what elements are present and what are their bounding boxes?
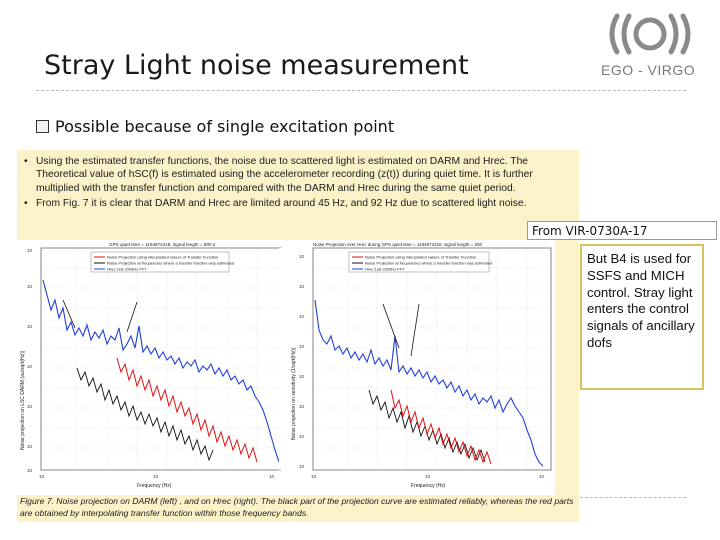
paper-text-2: From Fig. 7 it is clear that DARM and Hr… bbox=[36, 198, 527, 210]
header-divider bbox=[36, 90, 686, 91]
figure-caption: Figure 7. Noise projection on DARM (left… bbox=[20, 496, 574, 518]
left-plot-ytick-labels: 10 10 10 10 10 10 10 bbox=[27, 248, 33, 473]
virgo-logo bbox=[609, 13, 691, 55]
paper-text-1: Using the estimated transfer functions, … bbox=[36, 156, 533, 194]
bullet-dot-icon: • bbox=[24, 156, 28, 167]
right-plot-title: Noise Projection over Hrec during GPS qu… bbox=[313, 242, 483, 247]
right-plot-grid bbox=[313, 248, 551, 470]
left-plot-grid bbox=[41, 248, 281, 470]
org-label: EGO - VIRGO bbox=[601, 62, 696, 78]
svg-text:10: 10 bbox=[311, 474, 317, 479]
page-title: Stray Light noise measurement bbox=[44, 50, 469, 81]
bullet-text: Possible because of single excitation po… bbox=[55, 117, 395, 136]
svg-text:10: 10 bbox=[27, 444, 33, 449]
right-plot-legend bbox=[348, 251, 490, 273]
left-plot-legend bbox=[90, 251, 230, 273]
right-legend-entry-1: Noise Projection using interpolated valu… bbox=[365, 255, 476, 260]
left-series-red bbox=[116, 357, 258, 463]
right-noise-plot: Noise Projection over Hrec during GPS qu… bbox=[287, 240, 555, 495]
left-annotation-arrow-1 bbox=[62, 299, 76, 329]
svg-text:10: 10 bbox=[299, 404, 305, 409]
left-series-black bbox=[76, 367, 214, 462]
paper-paragraph-1: • Using the estimated transfer functions,… bbox=[24, 155, 572, 195]
right-legend-entry-2: Noise Projection at frequencies where a … bbox=[365, 261, 492, 266]
right-annotation-arrow-1 bbox=[382, 303, 400, 349]
svg-text:10: 10 bbox=[39, 474, 45, 479]
right-series-blue bbox=[314, 299, 544, 467]
right-legend-entry-3: Hrec 1e8 2000Hz FFT bbox=[365, 267, 405, 272]
right-plot-ylabel: Noise projection on sensitivity (1/sqrt(… bbox=[291, 347, 297, 440]
left-plot-xlabel: Frequency (Hz) bbox=[137, 483, 172, 489]
svg-text:10: 10 bbox=[425, 474, 431, 479]
svg-text:10: 10 bbox=[299, 344, 305, 349]
svg-text:10: 10 bbox=[27, 364, 33, 369]
checkbox-bullet-icon bbox=[36, 120, 49, 133]
note-box: But B4 is used for SSFS and MICH control… bbox=[580, 244, 704, 390]
left-plot-xtick-labels: 10 10 10 bbox=[39, 474, 275, 479]
right-plot-frame bbox=[312, 247, 552, 471]
svg-text:10: 10 bbox=[269, 474, 275, 479]
bullet-item: Possible because of single excitation po… bbox=[36, 117, 394, 136]
reference-label: From VIR-0730A-17 bbox=[527, 221, 717, 240]
right-plot-xtick-labels: 10 10 10 bbox=[311, 474, 545, 479]
svg-text:10: 10 bbox=[27, 404, 33, 409]
svg-text:10: 10 bbox=[27, 284, 33, 289]
svg-text:10: 10 bbox=[299, 374, 305, 379]
left-legend-entry-1: Noise Projection using interpolated valu… bbox=[107, 255, 218, 260]
right-plot-ytick-labels: 10 10 10 10 10 10 10 10 bbox=[299, 254, 305, 469]
svg-text:10: 10 bbox=[539, 474, 545, 479]
svg-text:10: 10 bbox=[299, 254, 305, 259]
left-noise-plot: GPS quiet time = 1184872418, signal leng… bbox=[17, 240, 289, 495]
bullet-dot-icon: • bbox=[24, 198, 28, 210]
left-plot-ylabel: Noise projection on LSC DARM (au/sqrt(Hz… bbox=[20, 350, 26, 450]
paper-text: • Using the estimated transfer functions,… bbox=[24, 155, 572, 213]
right-plot-xlabel: Frequency (Hz) bbox=[411, 483, 446, 489]
svg-text:10: 10 bbox=[27, 248, 33, 253]
left-legend-entry-3: Hrec 1e8 2000Hz FFT bbox=[107, 267, 147, 272]
svg-text:10: 10 bbox=[299, 434, 305, 439]
right-series-red bbox=[390, 389, 492, 465]
svg-text:10: 10 bbox=[299, 464, 305, 469]
left-annotation-arrow-2 bbox=[126, 301, 138, 333]
left-series-blue bbox=[42, 279, 280, 463]
svg-text:10: 10 bbox=[153, 474, 159, 479]
svg-text:10: 10 bbox=[299, 284, 305, 289]
svg-text:10: 10 bbox=[299, 314, 305, 319]
svg-text:10: 10 bbox=[27, 468, 33, 473]
paper-paragraph-2: • From Fig. 7 it is clear that DARM and H… bbox=[24, 197, 572, 210]
left-plot-title: GPS quiet time = 1184872418, signal leng… bbox=[109, 242, 216, 247]
svg-text:10: 10 bbox=[27, 324, 33, 329]
footer-divider bbox=[580, 497, 686, 498]
right-annotation-arrow-2 bbox=[410, 303, 420, 357]
left-legend-entry-2: Noise Projection at frequencies where a … bbox=[107, 261, 234, 266]
